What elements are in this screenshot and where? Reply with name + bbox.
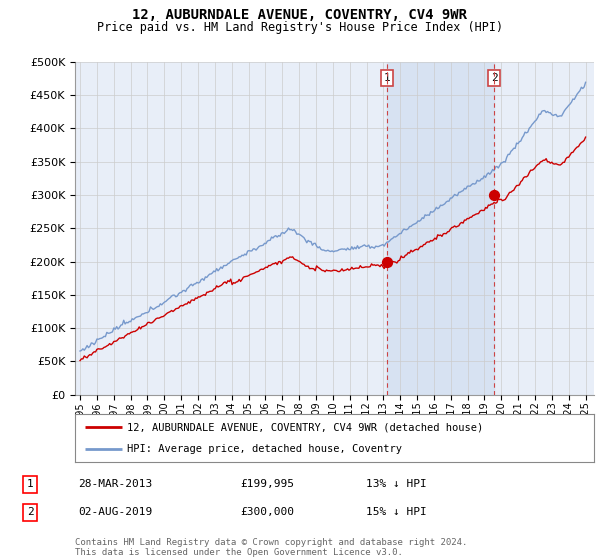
Text: 12, AUBURNDALE AVENUE, COVENTRY, CV4 9WR (detached house): 12, AUBURNDALE AVENUE, COVENTRY, CV4 9WR… [127, 422, 483, 432]
Text: 1: 1 [384, 73, 391, 83]
Text: 12, AUBURNDALE AVENUE, COVENTRY, CV4 9WR: 12, AUBURNDALE AVENUE, COVENTRY, CV4 9WR [133, 8, 467, 22]
Text: 15% ↓ HPI: 15% ↓ HPI [366, 507, 427, 517]
Text: 1: 1 [26, 479, 34, 489]
Text: 28-MAR-2013: 28-MAR-2013 [78, 479, 152, 489]
Text: 2: 2 [491, 73, 497, 83]
Text: 2: 2 [26, 507, 34, 517]
Text: Contains HM Land Registry data © Crown copyright and database right 2024.
This d: Contains HM Land Registry data © Crown c… [75, 538, 467, 557]
Text: £199,995: £199,995 [240, 479, 294, 489]
Point [490, 190, 499, 199]
Text: £300,000: £300,000 [240, 507, 294, 517]
Text: 13% ↓ HPI: 13% ↓ HPI [366, 479, 427, 489]
Point [382, 257, 392, 266]
Text: 02-AUG-2019: 02-AUG-2019 [78, 507, 152, 517]
Text: HPI: Average price, detached house, Coventry: HPI: Average price, detached house, Cove… [127, 444, 402, 454]
Bar [387, 62, 494, 395]
Text: Price paid vs. HM Land Registry's House Price Index (HPI): Price paid vs. HM Land Registry's House … [97, 21, 503, 34]
